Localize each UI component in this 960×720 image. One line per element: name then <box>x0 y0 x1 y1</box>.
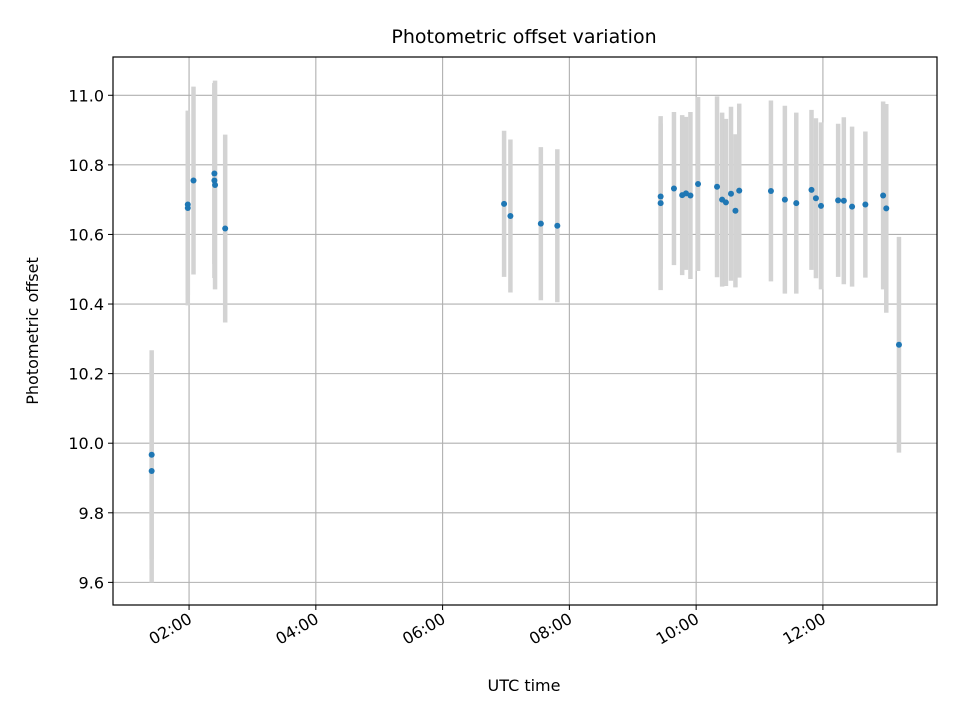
data-point <box>148 451 155 458</box>
data-point <box>695 180 702 187</box>
plot-frame <box>112 56 938 606</box>
data-point <box>184 205 191 212</box>
data-point <box>818 202 825 209</box>
y-tick-label: 10.4 <box>68 295 104 314</box>
y-tick-label: 10.2 <box>68 365 104 384</box>
data-point <box>190 177 197 184</box>
data-point <box>862 201 869 208</box>
data-point <box>714 183 721 190</box>
grid <box>113 57 937 605</box>
data-point <box>835 197 842 204</box>
data-point <box>670 185 677 192</box>
data-point <box>793 200 800 207</box>
data-point <box>781 196 788 203</box>
y-tick-label: 9.6 <box>79 573 104 592</box>
data-point <box>722 199 729 206</box>
data-point <box>537 220 544 227</box>
data-points <box>148 170 902 475</box>
data-point <box>148 468 155 475</box>
y-tick-label: 9.8 <box>79 504 104 523</box>
chart-title: Photometric offset variation <box>391 26 656 48</box>
data-point <box>808 186 815 193</box>
x-axis-label: UTC time <box>488 676 561 695</box>
data-point <box>895 341 902 348</box>
data-point <box>211 170 218 177</box>
data-point <box>501 200 508 207</box>
data-point <box>732 207 739 214</box>
y-tick-label: 10.8 <box>68 156 104 175</box>
y-tick-label: 11.0 <box>68 86 104 105</box>
y-axis-label: Photometric offset <box>23 257 42 405</box>
data-point <box>736 187 743 194</box>
data-point <box>728 190 734 197</box>
data-point <box>687 192 694 199</box>
data-point <box>657 193 664 200</box>
data-point <box>507 213 514 220</box>
data-point <box>222 225 229 232</box>
data-point <box>212 182 219 189</box>
data-point <box>211 177 218 184</box>
data-point <box>554 222 561 229</box>
y-axis-ticks: 9.6 9.8 10.0 10.2 10.4 10.6 10.8 11.0 <box>68 86 113 592</box>
data-point <box>840 197 847 204</box>
data-point <box>767 187 774 194</box>
data-point <box>657 200 664 207</box>
data-point <box>849 203 856 210</box>
y-tick-label: 10.0 <box>68 434 104 453</box>
data-point <box>883 205 890 212</box>
y-tick-label: 10.6 <box>68 225 104 244</box>
data-point <box>880 192 887 199</box>
data-point <box>812 195 819 202</box>
